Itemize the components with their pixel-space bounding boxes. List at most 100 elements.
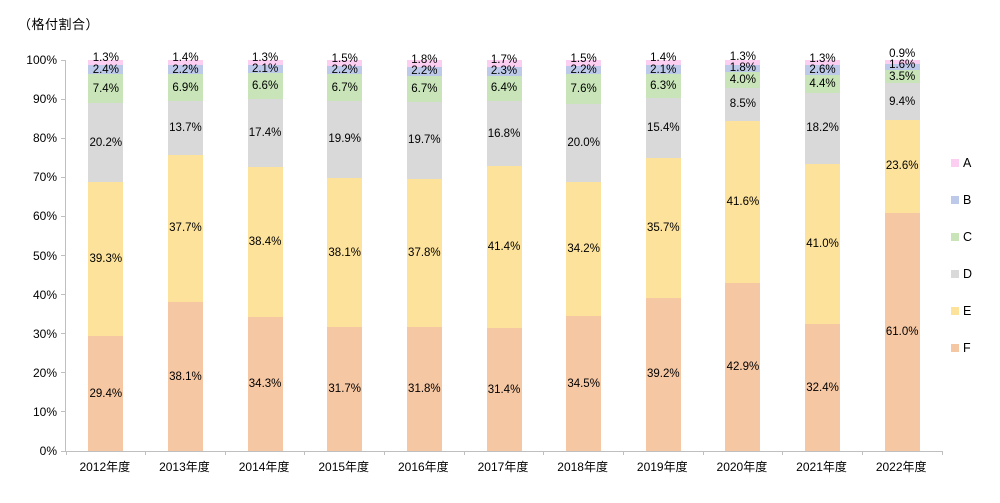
legend-swatch-C <box>951 233 959 241</box>
x-axis-category-label: 2017年度 <box>477 460 529 474</box>
legend-item-D: D <box>951 268 972 280</box>
bar-value-label: 1.3% <box>729 50 757 63</box>
bar-value-label: 35.7% <box>646 222 680 235</box>
bar-segment-C <box>884 69 920 84</box>
bar-value-label: 38.1% <box>169 370 202 383</box>
bar-value-label: 3.5% <box>889 70 916 83</box>
bar-value-label: 0.9% <box>889 47 916 60</box>
bar-value-label: 1.4% <box>650 52 677 65</box>
x-axis-category-label: 2020年度 <box>716 460 768 474</box>
bar-value-label: 4.0% <box>729 73 757 86</box>
bar-segment-B <box>327 65 363 75</box>
bar-segment-B <box>884 63 920 70</box>
x-axis-tick <box>304 451 306 455</box>
bar-value-label: 2.3% <box>490 65 518 78</box>
bar-value-label: 31.4% <box>487 383 521 396</box>
bar-value-label: 39.3% <box>89 253 123 266</box>
x-axis-category-label: 2012年度 <box>79 460 131 474</box>
x-axis-category-label: 2013年度 <box>159 460 210 474</box>
x-axis-tick <box>65 451 67 455</box>
bar-segment-F <box>805 324 841 451</box>
bar-segment-D <box>566 104 602 183</box>
bar-segment-C <box>88 74 124 104</box>
bar-segment-F <box>327 327 363 451</box>
bar-value-label: 16.8% <box>487 127 521 140</box>
bar-value-label: 2.2% <box>172 63 199 76</box>
bar-value-label: 4.4% <box>809 77 836 90</box>
bar-value-label: 41.4% <box>487 241 521 254</box>
bar-segment-D <box>725 87 761 121</box>
bar-segment-B <box>88 65 124 75</box>
x-axis-category-label: 2021年度 <box>796 460 847 474</box>
bar-value-label: 1.8% <box>411 53 438 66</box>
y-axis-tick <box>61 98 65 100</box>
legend-item-label: B <box>963 193 972 207</box>
y-axis-tick <box>61 294 65 296</box>
bar-segment-D <box>805 92 841 164</box>
bar-segment-E <box>884 120 920 213</box>
legend-swatch-E <box>951 307 959 315</box>
bar-segment-C <box>327 74 363 101</box>
bar-segment-E <box>88 182 124 337</box>
bar-value-label: 1.5% <box>331 52 358 65</box>
x-axis-tick <box>622 451 624 455</box>
bar-value-label: 6.3% <box>650 79 677 92</box>
y-axis-tick-label: 50% <box>32 248 57 263</box>
y-axis-tick <box>61 215 65 217</box>
x-axis-category-label: 2018年度 <box>557 460 608 474</box>
bar-value-label: 1.7% <box>490 53 518 66</box>
bar-value-label: 34.2% <box>567 243 600 256</box>
bar-segment-E <box>805 163 841 325</box>
bar-value-label: 34.3% <box>248 378 282 390</box>
bar-value-label: 2.1% <box>650 63 677 76</box>
bar-value-label: 31.8% <box>408 382 441 395</box>
x-axis-category-label: 2014年度 <box>238 460 290 474</box>
bar-value-label: 41.0% <box>806 237 839 250</box>
bar-value-label: 20.0% <box>567 137 600 150</box>
legend-item-B: B <box>951 194 972 206</box>
bar-value-label: 32.4% <box>806 381 839 394</box>
y-axis-tick <box>61 450 65 452</box>
bar-segment-A <box>725 60 761 66</box>
legend-item-C: C <box>951 231 972 243</box>
y-axis-tick <box>61 333 65 335</box>
x-axis-tick <box>861 451 863 455</box>
y-axis-tick-label: 60% <box>32 209 57 224</box>
bar-segment-D <box>406 101 442 179</box>
x-axis-tick <box>384 451 386 455</box>
bar-segment-B <box>566 65 602 75</box>
bar-value-label: 1.3% <box>809 52 836 65</box>
bar-segment-E <box>406 178 442 327</box>
bar-value-label: 41.6% <box>726 196 760 209</box>
bar-value-label: 6.9% <box>172 81 199 94</box>
bar-segment-D <box>88 103 124 183</box>
y-axis-tick <box>61 255 65 256</box>
bar-value-label: 29.4% <box>89 387 123 400</box>
bar-segment-F <box>884 212 920 451</box>
legend: A B C D E F <box>951 157 972 379</box>
y-axis-tick-label: 0% <box>39 444 57 458</box>
bar-segment-C <box>247 73 283 100</box>
bar-value-label: 61.0% <box>885 325 919 338</box>
legend-item-F: F <box>951 342 972 354</box>
bar-value-label: 1.5% <box>570 52 597 65</box>
bar-value-label: 2.2% <box>570 64 597 77</box>
bar-segment-C <box>645 73 681 99</box>
bar-segment-C <box>805 75 841 93</box>
bar-value-label: 7.4% <box>92 82 119 95</box>
bar-value-label: 37.7% <box>169 222 202 235</box>
bar-segment-B <box>645 65 681 74</box>
y-axis-tick-label: 40% <box>32 287 57 302</box>
bar-segment-D <box>327 100 363 179</box>
x-axis-tick <box>782 451 784 455</box>
bar-segment-E <box>167 154 203 303</box>
bar-value-label: 1.4% <box>172 52 199 65</box>
bar-segment-E <box>327 178 363 328</box>
bar-value-label: 38.4% <box>248 236 282 249</box>
bar-segment-F <box>645 297 681 451</box>
bar-segment-C <box>725 72 761 88</box>
bar-segment-B <box>406 67 442 76</box>
bar-value-label: 39.2% <box>646 368 680 381</box>
bar-segment-E <box>486 166 522 329</box>
x-axis-category-label: 2015年度 <box>318 460 370 474</box>
